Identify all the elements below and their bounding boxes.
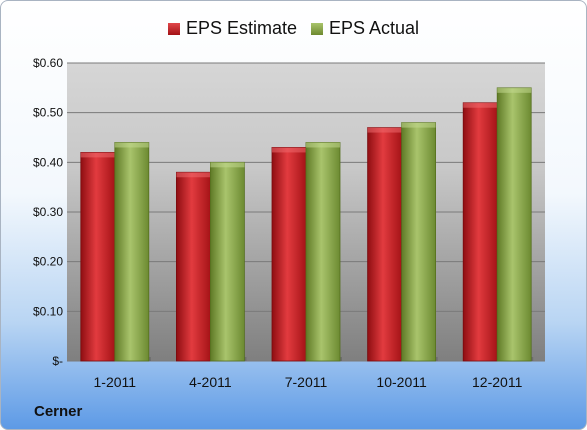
- actual-bar-cap: [306, 142, 340, 148]
- x-tick-label: 4-2011: [189, 374, 232, 390]
- estimate-bar-cap: [367, 127, 402, 133]
- legend-item-estimate: EPS Estimate: [167, 18, 297, 39]
- x-tick-label: 12-2011: [472, 374, 523, 390]
- estimate-bar-cap: [272, 147, 306, 153]
- legend-swatch-actual: [310, 22, 323, 35]
- legend-swatch-estimate: [167, 22, 180, 35]
- estimate-bar-cap: [176, 172, 211, 178]
- estimate-bar: [271, 147, 307, 362]
- y-tick-label: $-: [52, 354, 63, 368]
- actual-bar-cap: [114, 142, 149, 148]
- legend-label-estimate: EPS Estimate: [185, 18, 297, 38]
- estimate-bar: [367, 127, 403, 362]
- legend: EPS Estimate EPS Actual: [1, 18, 586, 39]
- x-tick-label: 1-2011: [94, 374, 137, 390]
- estimate-bar: [175, 171, 211, 362]
- estimate-bar-cap: [463, 102, 498, 108]
- actual-bar-cap: [401, 122, 436, 128]
- y-tick-label: $0.20: [33, 255, 63, 269]
- y-tick-label: $0.50: [33, 106, 63, 120]
- y-tick-label: $0.60: [33, 56, 63, 70]
- actual-bar: [209, 161, 245, 362]
- company-name: Cerner: [34, 403, 83, 420]
- y-tick-label: $0.30: [33, 205, 63, 219]
- actual-bar: [114, 142, 150, 362]
- legend-label-actual: EPS Actual: [328, 18, 420, 38]
- legend-item-actual: EPS Actual: [310, 18, 420, 39]
- actual-bar: [401, 122, 437, 362]
- estimate-bar: [80, 151, 116, 362]
- x-tick-label: 7-2011: [285, 374, 328, 390]
- y-tick-label: $0.40: [33, 155, 63, 169]
- actual-bar-cap: [497, 87, 532, 93]
- actual-bar: [305, 142, 341, 362]
- y-tick-label: $0.10: [33, 304, 63, 318]
- actual-bar: [496, 87, 532, 362]
- x-tick-label: 10-2011: [376, 374, 427, 390]
- actual-bar-cap: [210, 162, 245, 168]
- estimate-bar-cap: [80, 152, 115, 158]
- estimate-bar: [462, 102, 498, 362]
